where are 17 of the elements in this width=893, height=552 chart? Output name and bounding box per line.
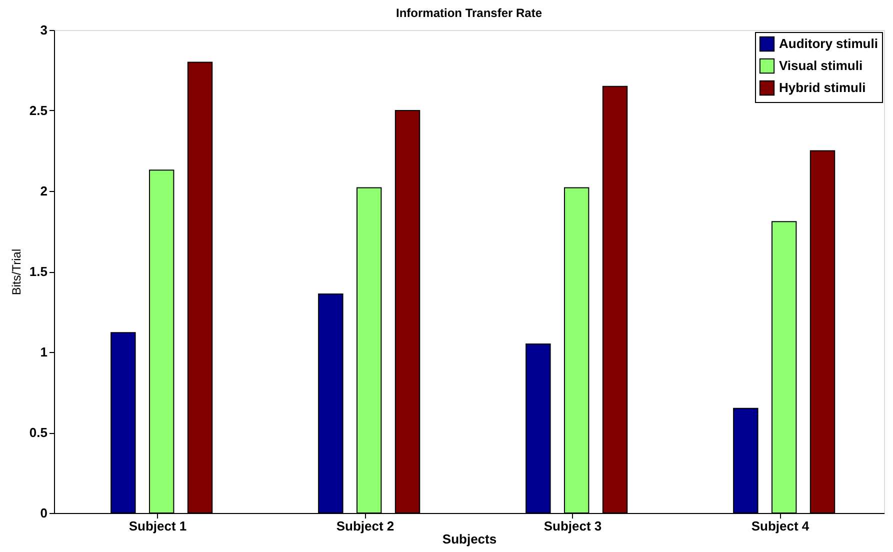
- y-tick-label: 1.5: [29, 264, 48, 279]
- y-tick-label: 0: [40, 506, 48, 520]
- x-tick-label: Subject 2: [336, 518, 394, 534]
- y-tick-label: 0.5: [29, 425, 48, 440]
- x-tick-label: Subject 4: [751, 518, 810, 534]
- y-tick-label: 2.5: [29, 103, 48, 118]
- legend-label: Visual stimuli: [779, 58, 863, 73]
- y-axis-title: Bits/Trial: [9, 248, 24, 296]
- y-tick-label: 1: [40, 344, 48, 360]
- y-tick-label: 3: [40, 22, 48, 38]
- legend-label: Auditory stimuli: [779, 36, 878, 51]
- x-tick-label: Subject 1: [128, 518, 187, 534]
- x-axis-title: Subjects: [442, 532, 497, 546]
- y-tick-label: 2: [40, 184, 48, 198]
- chart-title: Information Transfer Rate: [396, 6, 542, 20]
- legend-label: Hybrid stimuli: [779, 80, 866, 95]
- x-tick-label: Subject 3: [544, 518, 602, 534]
